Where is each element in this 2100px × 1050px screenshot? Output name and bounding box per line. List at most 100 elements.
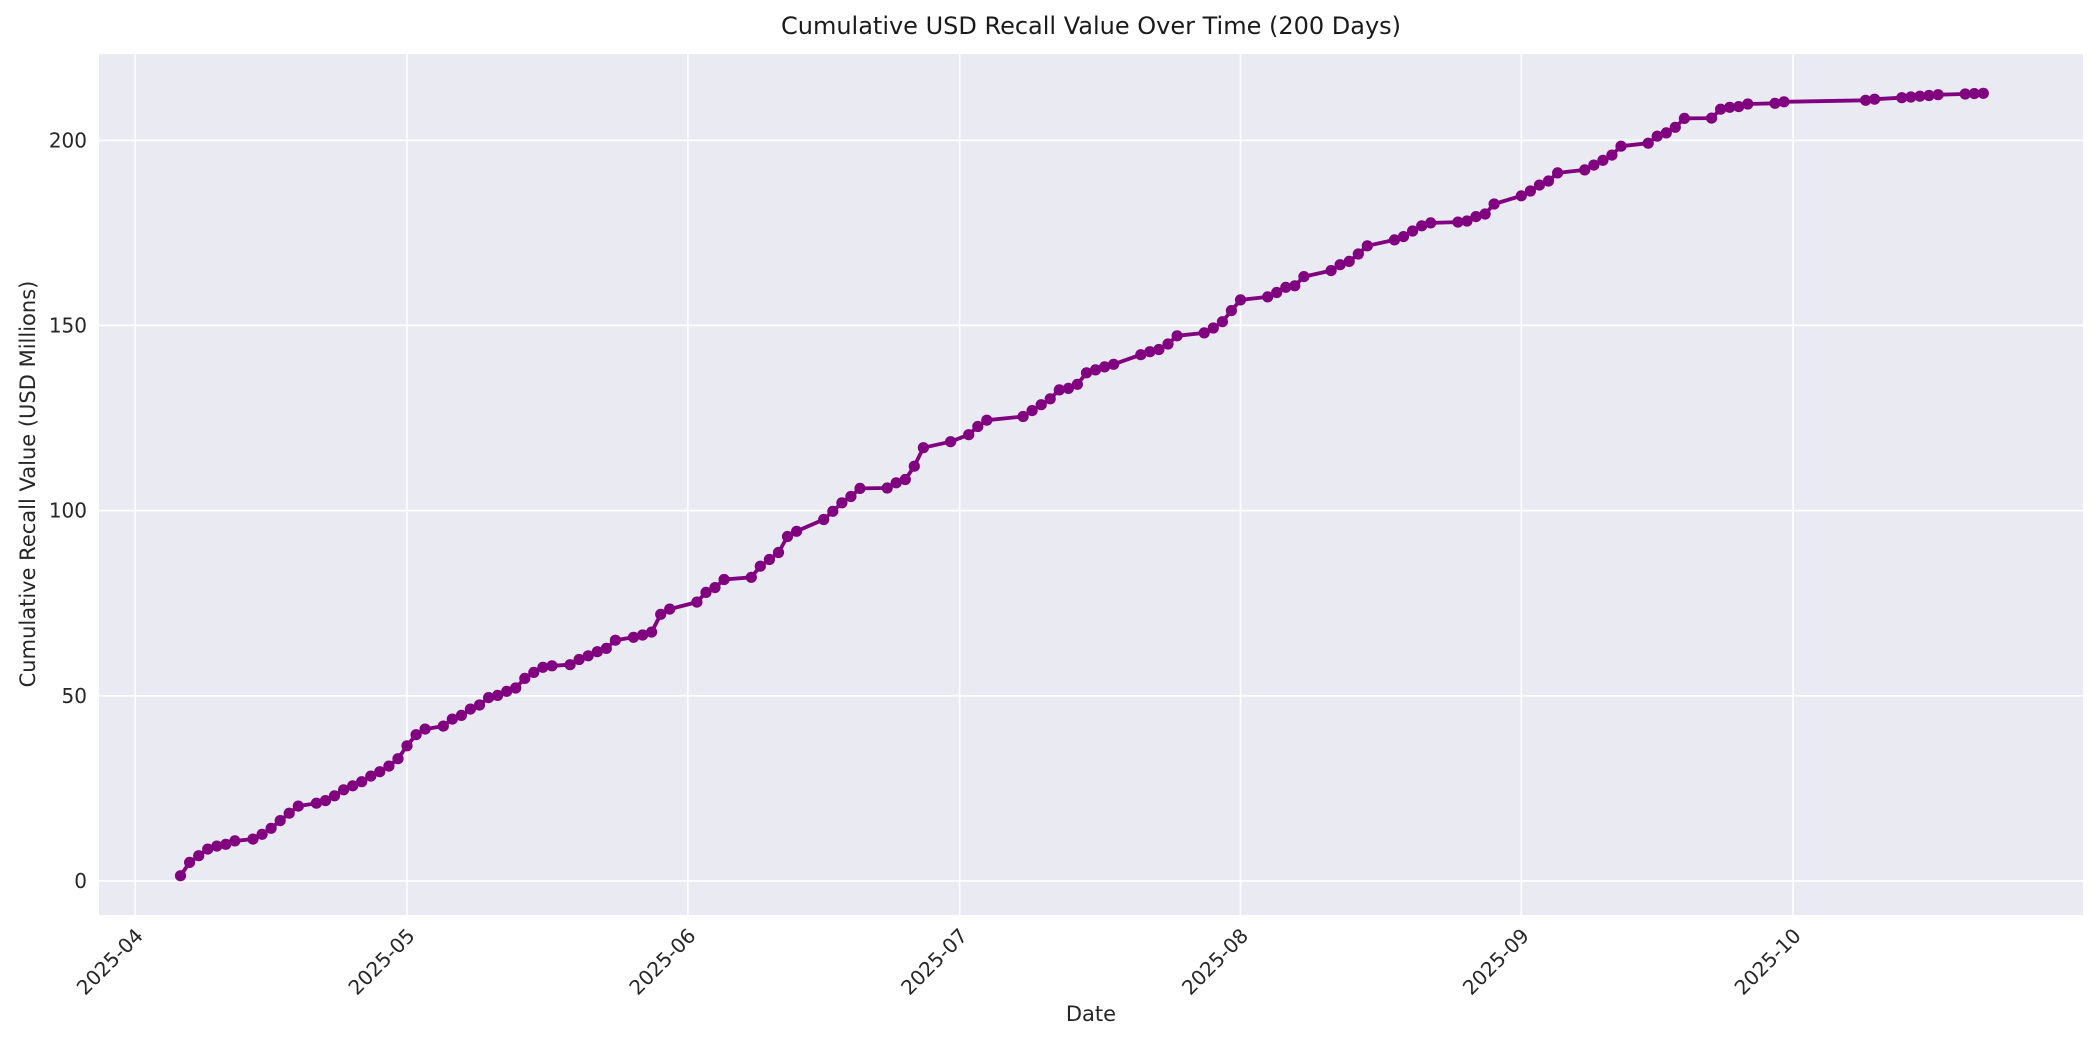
data-point-marker <box>1905 91 1917 103</box>
data-point-marker <box>1280 281 1292 293</box>
data-point-marker <box>664 603 676 615</box>
data-point-marker <box>1651 130 1663 142</box>
data-point-marker <box>1108 358 1120 370</box>
data-point-marker <box>1352 248 1364 260</box>
x-tick-label: 2025-04 <box>72 924 148 1000</box>
data-point-marker <box>310 797 322 809</box>
y-tick-label: 50 <box>62 684 87 708</box>
data-point-marker <box>718 573 730 586</box>
data-point-marker <box>184 856 196 869</box>
data-point-marker <box>1552 167 1564 179</box>
data-point-marker <box>1207 322 1219 334</box>
data-point-marker <box>1524 185 1536 197</box>
data-point-marker <box>1397 231 1410 243</box>
data-point-marker <box>1660 127 1672 139</box>
data-point-marker <box>455 709 467 722</box>
data-point-marker <box>401 740 413 752</box>
data-point-marker <box>582 650 594 662</box>
y-tick-label: 200 <box>49 128 87 152</box>
data-point-marker <box>392 753 404 765</box>
data-point-marker <box>963 429 975 441</box>
data-point-marker <box>627 631 640 643</box>
data-point-marker <box>1452 216 1464 228</box>
data-point-marker <box>338 784 350 796</box>
data-point-marker <box>437 720 449 732</box>
data-point-marker <box>972 420 984 433</box>
y-tick-label: 150 <box>49 313 87 337</box>
data-point-marker <box>229 835 241 847</box>
data-point-marker <box>1071 378 1083 390</box>
data-point-marker <box>220 838 232 850</box>
x-tick-label: 2025-09 <box>1458 924 1534 1000</box>
data-point-marker <box>1343 255 1355 267</box>
data-point-marker <box>854 482 866 494</box>
data-point-marker <box>328 790 341 802</box>
plot-area <box>99 54 2083 915</box>
data-point-marker <box>1479 208 1491 220</box>
data-point-marker <box>1542 175 1555 187</box>
data-point-marker <box>319 795 332 807</box>
data-point-marker <box>265 822 277 834</box>
data-point-marker <box>1216 316 1228 328</box>
data-point-marker <box>1089 364 1102 376</box>
data-point-marker <box>501 685 513 697</box>
data-point-marker <box>1416 220 1428 232</box>
data-point-marker <box>917 442 930 454</box>
x-tick-label: 2025-10 <box>1730 924 1806 1000</box>
data-point-marker <box>781 530 794 543</box>
data-point-marker <box>202 843 214 855</box>
data-point-marker <box>419 723 431 735</box>
data-point-marker <box>256 828 268 840</box>
data-point-marker <box>1289 280 1301 292</box>
data-point-marker <box>1153 343 1165 356</box>
data-point-marker <box>1407 225 1419 237</box>
data-point-marker <box>546 660 558 672</box>
data-point-marker <box>1869 93 1881 105</box>
data-point-marker <box>193 850 205 862</box>
data-point-marker <box>818 513 830 526</box>
data-point-marker <box>1488 198 1500 210</box>
data-point-marker <box>1461 215 1473 227</box>
data-point-marker <box>410 729 422 741</box>
y-tick-label: 0 <box>74 869 87 893</box>
data-point-marker <box>646 626 658 638</box>
data-point-marker <box>745 571 757 583</box>
data-point-marker <box>464 703 476 715</box>
x-tick-label: 2025-06 <box>624 924 700 1000</box>
data-point-marker <box>1533 179 1545 191</box>
data-point-marker <box>537 661 549 673</box>
data-point-marker <box>483 692 495 704</box>
data-point-marker <box>1715 103 1727 115</box>
data-point-marker <box>908 460 920 472</box>
data-point-marker <box>1932 89 1944 101</box>
data-point-marker <box>473 699 486 711</box>
data-point-marker <box>1425 217 1437 229</box>
data-point-marker <box>519 672 531 685</box>
data-point-marker <box>1642 137 1654 149</box>
x-tick-label: 2025-07 <box>896 924 972 1000</box>
data-point-marker <box>1262 291 1274 303</box>
data-point-marker <box>1017 410 1029 423</box>
data-point-marker <box>1515 190 1527 202</box>
data-point-marker <box>1778 96 1790 108</box>
data-point-marker <box>1860 94 1872 106</box>
data-point-marker <box>1724 101 1736 113</box>
data-point-marker <box>1234 294 1247 306</box>
data-point-marker <box>274 815 286 827</box>
data-point-marker <box>1271 286 1283 299</box>
data-point-marker <box>1325 265 1337 277</box>
data-point-marker <box>211 840 223 852</box>
data-point-marker <box>827 505 839 517</box>
data-point-marker <box>845 490 857 503</box>
data-point-marker <box>347 780 359 792</box>
data-point-marker <box>1742 98 1754 110</box>
data-point-marker <box>1198 327 1210 339</box>
data-point-marker <box>881 482 893 494</box>
data-point-marker <box>1606 149 1618 161</box>
data-point-marker <box>1044 393 1056 405</box>
data-point-marker <box>1162 338 1174 350</box>
data-point-marker <box>772 546 785 559</box>
data-point-marker <box>1135 349 1147 361</box>
data-point-marker <box>1977 87 1989 99</box>
